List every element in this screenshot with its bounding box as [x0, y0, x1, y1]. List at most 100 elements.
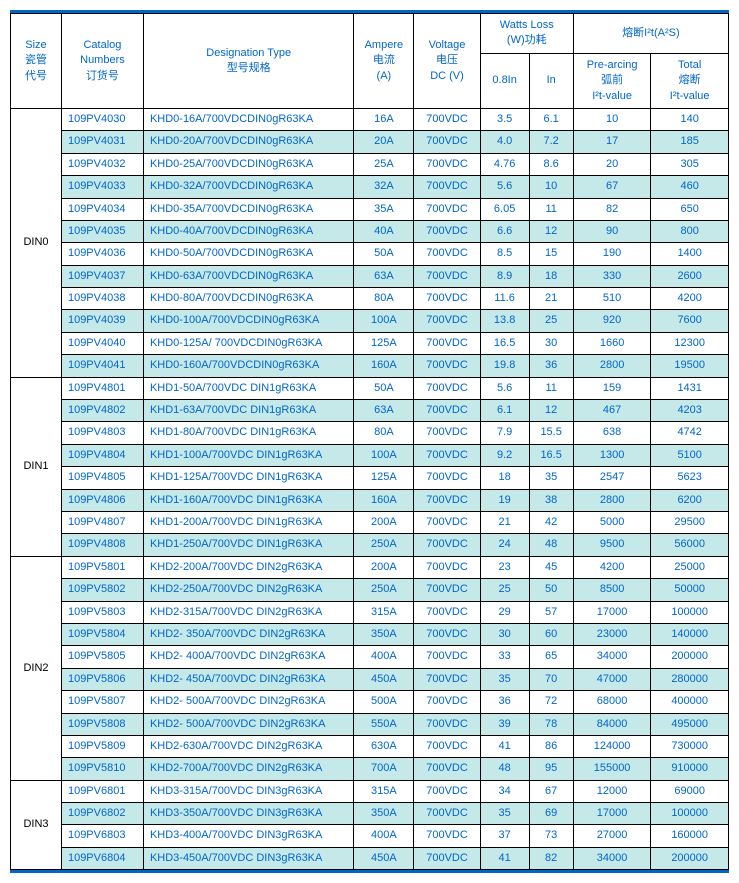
cell-w08: 6.05 [480, 198, 529, 220]
cell-total: 495000 [651, 713, 729, 735]
table-row: 109PV6803KHD3-400A/700VDC DIN3gR63KA400A… [11, 825, 729, 847]
cell-w08: 35 [480, 668, 529, 690]
cell-catalog: 109PV4808 [61, 534, 143, 556]
cell-ampere: 200A [354, 511, 414, 533]
cell-designation: KHD2-700A/700VDC DIN2gR63KA [143, 758, 354, 780]
cell-designation: KHD3-450A/700VDC DIN3gR63KA [143, 847, 354, 869]
table-row: 109PV5807KHD2- 500A/700VDC DIN2gR63KA500… [11, 691, 729, 713]
cell-w08: 6.1 [480, 400, 529, 422]
cell-total: 1431 [651, 377, 729, 399]
cell-catalog: 109PV4038 [61, 288, 143, 310]
cell-total: 19500 [651, 355, 729, 377]
cell-ampere: 80A [354, 422, 414, 444]
cell-prearc: 47000 [573, 668, 651, 690]
cell-voltage: 700VDC [414, 310, 480, 332]
cell-win: 15.5 [529, 422, 573, 444]
cell-prearc: 2800 [573, 355, 651, 377]
cell-designation: KHD1-250A/700VDC DIN1gR63KA [143, 534, 354, 556]
cell-total: 4742 [651, 422, 729, 444]
cell-designation: KHD3-350A/700VDC DIN3gR63KA [143, 803, 354, 825]
cell-ampere: 63A [354, 400, 414, 422]
cell-prearc: 17000 [573, 601, 651, 623]
table-row: 109PV4803KHD1-80A/700VDC DIN1gR63KA80A70… [11, 422, 729, 444]
cell-voltage: 700VDC [414, 220, 480, 242]
cell-win: 18 [529, 265, 573, 287]
table-row: 109PV4041KHD0-160A/700VDCDIN0gR63KA160A7… [11, 355, 729, 377]
cell-w08: 8.5 [480, 243, 529, 265]
cell-voltage: 700VDC [414, 735, 480, 757]
cell-designation: KHD0-35A/700VDCDIN0gR63KA [143, 198, 354, 220]
cell-prearc: 82 [573, 198, 651, 220]
cell-prearc: 4200 [573, 556, 651, 578]
cell-prearc: 9500 [573, 534, 651, 556]
cell-total: 25000 [651, 556, 729, 578]
cell-total: 650 [651, 198, 729, 220]
cell-catalog: 109PV4031 [61, 131, 143, 153]
cell-prearc: 34000 [573, 847, 651, 869]
cell-win: 48 [529, 534, 573, 556]
cell-w08: 33 [480, 646, 529, 668]
cell-designation: KHD1-80A/700VDC DIN1gR63KA [143, 422, 354, 444]
cell-prearc: 23000 [573, 623, 651, 645]
hdr-watts-group: Watts Loss(W)功耗 [480, 14, 573, 54]
cell-voltage: 700VDC [414, 198, 480, 220]
cell-total: 29500 [651, 511, 729, 533]
cell-prearc: 330 [573, 265, 651, 287]
table-row: DIN3109PV6801KHD3-315A/700VDC DIN3gR63KA… [11, 780, 729, 802]
cell-catalog: 109PV4030 [61, 108, 143, 130]
cell-voltage: 700VDC [414, 623, 480, 645]
cell-total: 460 [651, 176, 729, 198]
cell-total: 6200 [651, 489, 729, 511]
cell-designation: KHD0-32A/700VDCDIN0gR63KA [143, 176, 354, 198]
cell-voltage: 700VDC [414, 176, 480, 198]
cell-catalog: 109PV5802 [61, 579, 143, 601]
cell-catalog: 109PV6804 [61, 847, 143, 869]
cell-catalog: 109PV5810 [61, 758, 143, 780]
table-row: 109PV5803KHD2-315A/700VDC DIN2gR63KA315A… [11, 601, 729, 623]
cell-catalog: 109PV4036 [61, 243, 143, 265]
cell-total: 4203 [651, 400, 729, 422]
table-row: 109PV5804KHD2- 350A/700VDC DIN2gR63KA350… [11, 623, 729, 645]
cell-total: 200000 [651, 847, 729, 869]
cell-ampere: 100A [354, 444, 414, 466]
cell-ampere: 700A [354, 758, 414, 780]
cell-catalog: 109PV4040 [61, 332, 143, 354]
cell-designation: KHD2- 500A/700VDC DIN2gR63KA [143, 713, 354, 735]
cell-total: 140000 [651, 623, 729, 645]
cell-prearc: 34000 [573, 646, 651, 668]
cell-win: 78 [529, 713, 573, 735]
cell-total: 5623 [651, 467, 729, 489]
table-row: 109PV4031KHD0-20A/700VDCDIN0gR63KA20A700… [11, 131, 729, 153]
cell-win: 25 [529, 310, 573, 332]
cell-ampere: 160A [354, 355, 414, 377]
cell-w08: 5.6 [480, 377, 529, 399]
cell-ampere: 125A [354, 332, 414, 354]
cell-w08: 30 [480, 623, 529, 645]
cell-w08: 37 [480, 825, 529, 847]
cell-win: 70 [529, 668, 573, 690]
table-row: 109PV4808KHD1-250A/700VDC DIN1gR63KA250A… [11, 534, 729, 556]
cell-catalog: 109PV4803 [61, 422, 143, 444]
cell-catalog: 109PV5805 [61, 646, 143, 668]
cell-w08: 5.6 [480, 176, 529, 198]
cell-ampere: 250A [354, 579, 414, 601]
cell-total: 140 [651, 108, 729, 130]
cell-ampere: 350A [354, 803, 414, 825]
cell-voltage: 700VDC [414, 847, 480, 869]
cell-prearc: 2547 [573, 467, 651, 489]
cell-catalog: 109PV4039 [61, 310, 143, 332]
cell-w08: 41 [480, 735, 529, 757]
cell-voltage: 700VDC [414, 265, 480, 287]
cell-total: 5100 [651, 444, 729, 466]
cell-win: 57 [529, 601, 573, 623]
cell-catalog: 109PV5807 [61, 691, 143, 713]
cell-designation: KHD1-50A/700VDC DIN1gR63KA [143, 377, 354, 399]
cell-total: 280000 [651, 668, 729, 690]
cell-catalog: 109PV6802 [61, 803, 143, 825]
cell-ampere: 40A [354, 220, 414, 242]
cell-designation: KHD3-315A/700VDC DIN3gR63KA [143, 780, 354, 802]
cell-prearc: 920 [573, 310, 651, 332]
table-row: 109PV4035KHD0-40A/700VDCDIN0gR63KA40A700… [11, 220, 729, 242]
cell-prearc: 67 [573, 176, 651, 198]
cell-total: 100000 [651, 803, 729, 825]
